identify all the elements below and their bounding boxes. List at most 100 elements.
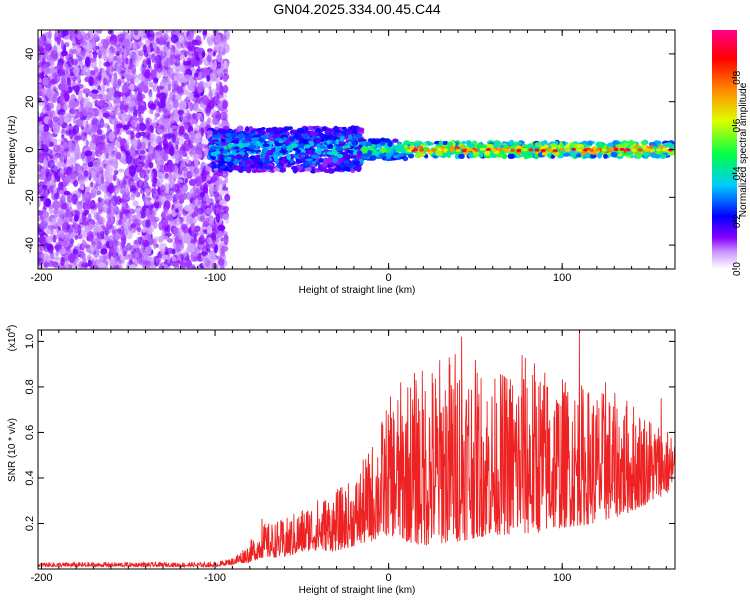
spectrogram-cell xyxy=(113,62,120,72)
spectrogram-cell xyxy=(69,108,77,115)
spectrogram-cell xyxy=(202,170,210,176)
spectrogram-cell xyxy=(180,259,186,269)
spectrogram-cell xyxy=(133,189,139,196)
spectrogram-cell xyxy=(199,215,206,223)
spectrogram-cell xyxy=(87,254,92,261)
spectrogram-cell xyxy=(379,153,385,158)
spectrogram-cell xyxy=(187,242,195,252)
spectrogram-cell xyxy=(60,74,66,85)
spectrogram-cell xyxy=(219,128,228,135)
spectrogram-cell xyxy=(314,169,322,173)
spectrogram-cell xyxy=(194,187,200,199)
spectrogram-cell xyxy=(53,171,59,178)
spectrogram-cell xyxy=(210,255,217,263)
spectrogram-cell xyxy=(173,226,178,237)
spectrogram-cell xyxy=(74,234,79,240)
spectrogram-cell xyxy=(63,91,70,102)
spectrogram-cell xyxy=(338,141,345,145)
spectrogram-cell xyxy=(74,163,81,174)
spectrogram-cell xyxy=(149,265,155,269)
spectrogram-cell xyxy=(161,254,170,260)
spectrogram-cell xyxy=(86,112,94,118)
spectrogram-cell xyxy=(224,176,229,184)
spectrogram-cell xyxy=(176,85,184,94)
spectrogram-cell xyxy=(110,110,116,119)
spectrogram-cell xyxy=(95,202,101,208)
spectrogram-cell xyxy=(172,259,179,268)
spectrogram-cell xyxy=(179,134,184,146)
spectrogram-cell xyxy=(85,56,91,68)
spectrogram-cell xyxy=(83,202,91,210)
spectrogram-cell xyxy=(90,38,96,49)
spectrogram-cell xyxy=(274,156,279,162)
spectrogram-cell xyxy=(152,190,159,198)
spectrogram-cell xyxy=(156,136,164,144)
spectrogram-cell xyxy=(79,119,87,128)
spectrogram-cell xyxy=(92,224,99,232)
spectrogram-cell xyxy=(108,114,117,125)
spectrogram-cell xyxy=(107,87,115,96)
spectrogram-cell xyxy=(71,48,78,55)
spectrogram-cell xyxy=(73,66,80,76)
spectrogram-cell xyxy=(158,37,166,44)
spectrogram-cell xyxy=(352,130,358,135)
spectrogram-cell xyxy=(38,238,44,244)
spectrogram-cell xyxy=(123,50,127,59)
spectrogram-cell xyxy=(191,39,199,46)
spectrogram-cell xyxy=(214,97,221,105)
spectrogram-cell xyxy=(91,89,99,94)
spectrogram-cell xyxy=(383,138,391,142)
spectrogram-cell xyxy=(172,173,179,179)
spectrogram-cell xyxy=(85,160,89,165)
spectrogram-cell xyxy=(126,95,132,102)
spectrogram-cell xyxy=(123,98,128,105)
spectrogram-cell xyxy=(73,145,81,156)
spectrogram-cell xyxy=(189,38,195,49)
spectrogram-cell xyxy=(62,30,69,36)
spectrogram-cell xyxy=(118,218,122,225)
spectrogram-cell xyxy=(182,38,190,48)
spectrogram-cell xyxy=(166,58,173,67)
spectrogram-cell xyxy=(108,142,115,147)
spectrogram-cell xyxy=(108,257,116,267)
spectrogram-cell xyxy=(112,249,116,257)
spectrogram-cell xyxy=(61,77,67,85)
spectrogram-cell xyxy=(315,127,322,133)
spectrogram-cell xyxy=(43,242,51,253)
spectrogram-cell xyxy=(175,182,183,189)
spectrogram-cell xyxy=(110,67,115,73)
spectrogram-cell xyxy=(53,186,58,194)
spectrogram-cell xyxy=(131,66,135,74)
spectrogram-cell xyxy=(204,257,211,267)
spectrogram-cell xyxy=(52,153,56,162)
spectrogram-cell xyxy=(55,32,63,38)
spectrogram-cell xyxy=(206,237,213,245)
spectrogram-cell xyxy=(178,65,186,72)
spectrogram-cell xyxy=(130,244,136,254)
spectrogram-cell xyxy=(133,252,140,259)
spectrogram-cell xyxy=(307,125,314,131)
spectrogram-cell xyxy=(107,40,115,46)
spectrogram-cell xyxy=(131,187,137,194)
spectrogram-cell xyxy=(91,133,97,144)
spectrogram-cell xyxy=(45,235,54,244)
spectrogram-cell xyxy=(91,124,98,133)
spectrogram-cell xyxy=(46,171,51,177)
spectrogram-cell xyxy=(193,152,197,157)
spectrogram-cell xyxy=(58,181,64,191)
spectrogram-cell xyxy=(265,127,273,132)
spectrogram-cell xyxy=(288,136,295,142)
spectrogram-cell xyxy=(97,153,102,163)
spectrogram-cell xyxy=(286,146,293,152)
spectrogram-cell xyxy=(61,50,68,57)
spectrogram-cell xyxy=(341,130,346,135)
spectrogram-cell xyxy=(237,125,244,132)
spectrogram-cell xyxy=(119,32,126,38)
spectrogram-cell xyxy=(122,124,130,131)
spectrogram-cell xyxy=(276,151,281,156)
spectrogram-cell xyxy=(220,264,225,269)
spectrogram-cell xyxy=(163,210,168,216)
spectrogram-cell xyxy=(178,206,183,216)
spectrogram-cell xyxy=(376,138,381,144)
spectrogram-cell xyxy=(38,223,44,228)
